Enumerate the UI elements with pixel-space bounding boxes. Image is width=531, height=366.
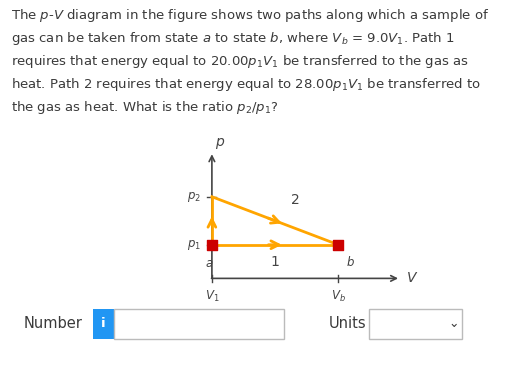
Text: $p$: $p$ xyxy=(215,137,225,152)
Text: $p_1$: $p_1$ xyxy=(186,238,201,252)
Text: The $p$-$V$ diagram in the figure shows two paths along which a sample of
gas ca: The $p$-$V$ diagram in the figure shows … xyxy=(11,7,489,116)
Text: $b$: $b$ xyxy=(346,255,355,269)
Text: ⌄: ⌄ xyxy=(449,317,459,330)
Text: Units: Units xyxy=(329,317,367,331)
Text: Number: Number xyxy=(24,317,83,331)
Point xyxy=(334,242,342,248)
Text: $V$: $V$ xyxy=(406,271,418,285)
Text: 2: 2 xyxy=(291,193,299,207)
Text: $p_2$: $p_2$ xyxy=(186,190,201,204)
Text: $V_1$: $V_1$ xyxy=(204,289,219,304)
Text: $V_b$: $V_b$ xyxy=(331,289,346,304)
Point xyxy=(208,242,216,248)
Text: $a$: $a$ xyxy=(204,257,213,270)
Text: i: i xyxy=(101,317,106,330)
Text: 1: 1 xyxy=(271,255,279,269)
